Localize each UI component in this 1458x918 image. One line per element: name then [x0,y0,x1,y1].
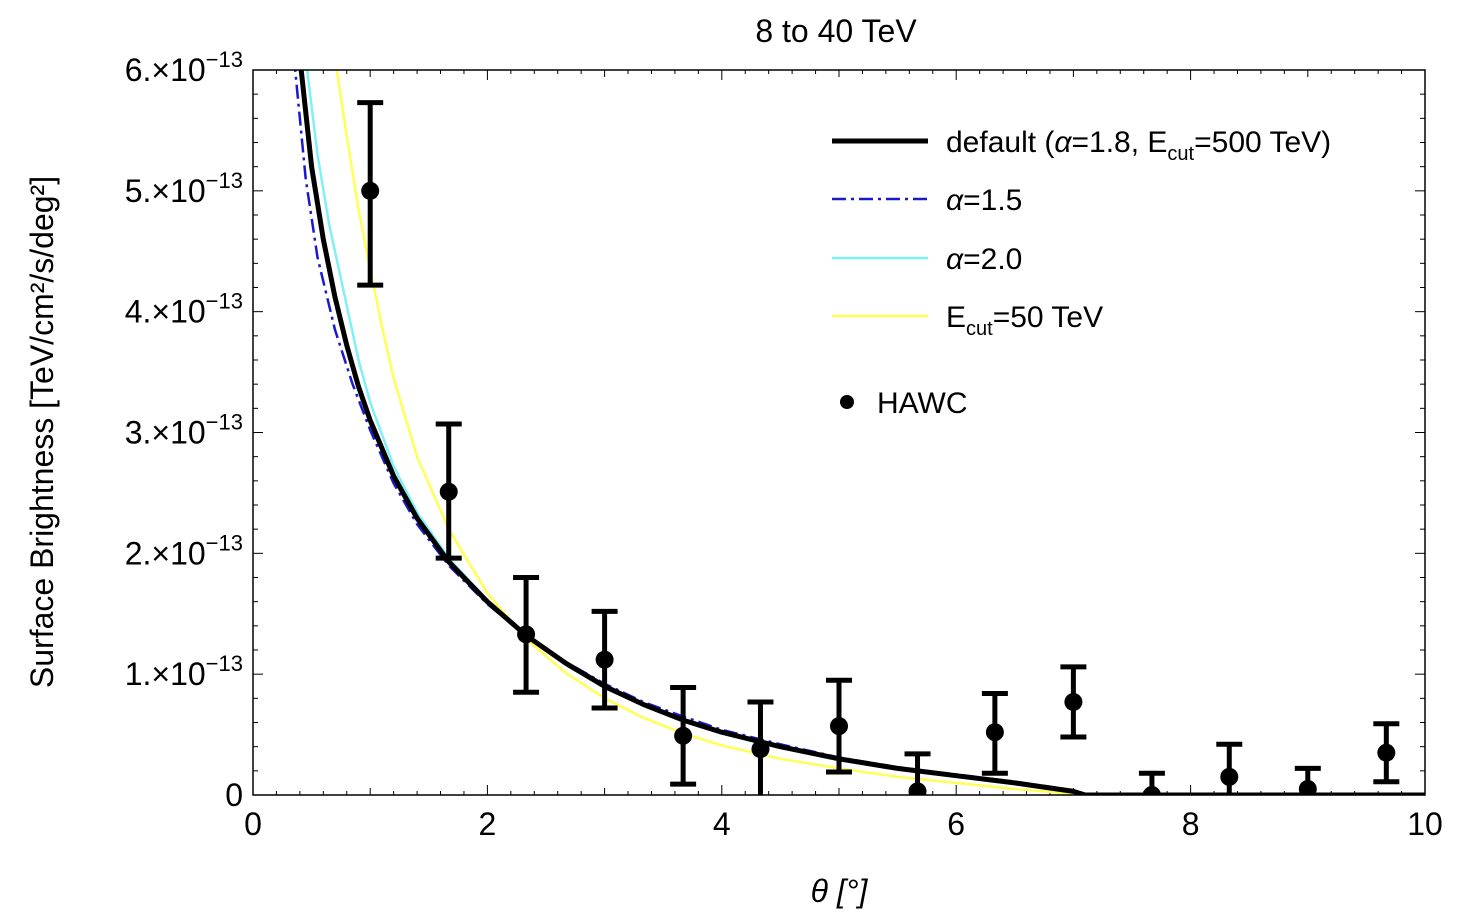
legend-label-part: =50 TeV [993,301,1103,334]
data-point [517,625,536,644]
y-tick-label: 0 [225,777,243,813]
model-curve-0 [298,70,1425,795]
x-tick-label: 2 [479,806,497,842]
model-curve-1 [293,70,1425,795]
y-tick-label-exponent: −13 [206,47,243,72]
chart-title: 8 to 40 TeV [755,13,917,49]
legend-label: α=2.0 [946,243,1022,276]
y-tick-label-mantissa: 6.×10 [125,52,206,88]
axis-ticks: 0 2 4 6 8 1001.×10−132.×10−133.×10−134.×10−13… [125,47,1443,842]
y-tick-label-mantissa: 4.×10 [125,294,206,330]
y-tick-label-mantissa: 3.×10 [125,415,206,451]
hawc-data-points [357,100,1400,795]
legend-label-symbol: α [946,243,964,276]
data-point [674,726,693,745]
x-tick-label: 8 [1182,806,1200,842]
data-point [1298,779,1317,795]
model-curves [293,70,1425,795]
data-point [985,723,1004,742]
legend-label-part: =1.5 [963,184,1022,217]
legend-label-symbol: α [1054,126,1072,159]
legend-label: α=1.5 [946,184,1022,217]
legend-hawc-label: HAWC [877,387,968,420]
model-curve-2 [305,70,1425,795]
legend-label: default (α=1.8, Ecut=500 TeV) [946,126,1331,165]
y-tick-label: 4.×10−13 [125,289,243,330]
legend-label-part: =500 TeV) [1194,126,1331,159]
legend-label-part: default ( [946,126,1054,159]
y-tick-label-mantissa: 5.×10 [125,173,206,209]
y-axis-label: Surface Brightness [TeV/cm²/s/deg²] [24,176,60,688]
y-tick-label: 3.×10−13 [125,410,243,451]
model-curve-3 [335,70,1425,795]
y-tick-label-exponent: −13 [206,289,243,314]
x-tick-label: 10 [1407,806,1443,842]
y-tick-label: 2.×10−13 [125,530,243,571]
y-tick-label-exponent: −13 [206,168,243,193]
data-point [1220,767,1239,786]
legend-label-part: =1.8, E [1072,126,1168,159]
legend-label-subscript: cut [1167,143,1194,165]
x-tick-label: 0 [244,806,262,842]
data-point [361,181,380,200]
legend-label-subscript: cut [966,318,993,340]
y-axis-label-text: Surface Brightness [TeV/cm²/s/deg²] [24,176,60,688]
y-tick-label-mantissa: 1.×10 [125,656,206,692]
data-point [1142,786,1161,795]
data-point [908,782,927,795]
y-tick-label-mantissa: 0 [225,777,243,813]
y-tick-label: 6.×10−13 [125,47,243,88]
legend-label-part: E [946,301,966,334]
y-tick-label: 1.×10−13 [125,651,243,692]
y-tick-label-exponent: −13 [206,410,243,435]
legend-label-part: =2.0 [963,243,1022,276]
x-axis-label: θ [°] [811,873,869,909]
data-point [751,740,770,759]
y-tick-label-mantissa: 2.×10 [125,535,206,571]
x-tick-label: 4 [713,806,731,842]
y-tick-label: 5.×10−13 [125,168,243,209]
data-point [830,717,848,736]
x-tick-label: 6 [947,806,965,842]
data-point [439,482,458,501]
data-point [1064,692,1083,711]
data-point [1377,743,1396,762]
legend-label: Ecut=50 TeV [946,301,1103,340]
y-tick-label-exponent: −13 [206,530,243,555]
legend: default (α=1.8, Ecut=500 TeV)α=1.5α=2.0E… [832,126,1331,420]
plot-frame [252,69,1426,796]
legend-label-symbol: α [946,184,964,217]
y-tick-label-exponent: −13 [206,651,243,676]
x-axis-label-text: θ [°] [811,873,869,909]
legend-hawc-marker [840,395,854,409]
data-point [595,650,614,669]
